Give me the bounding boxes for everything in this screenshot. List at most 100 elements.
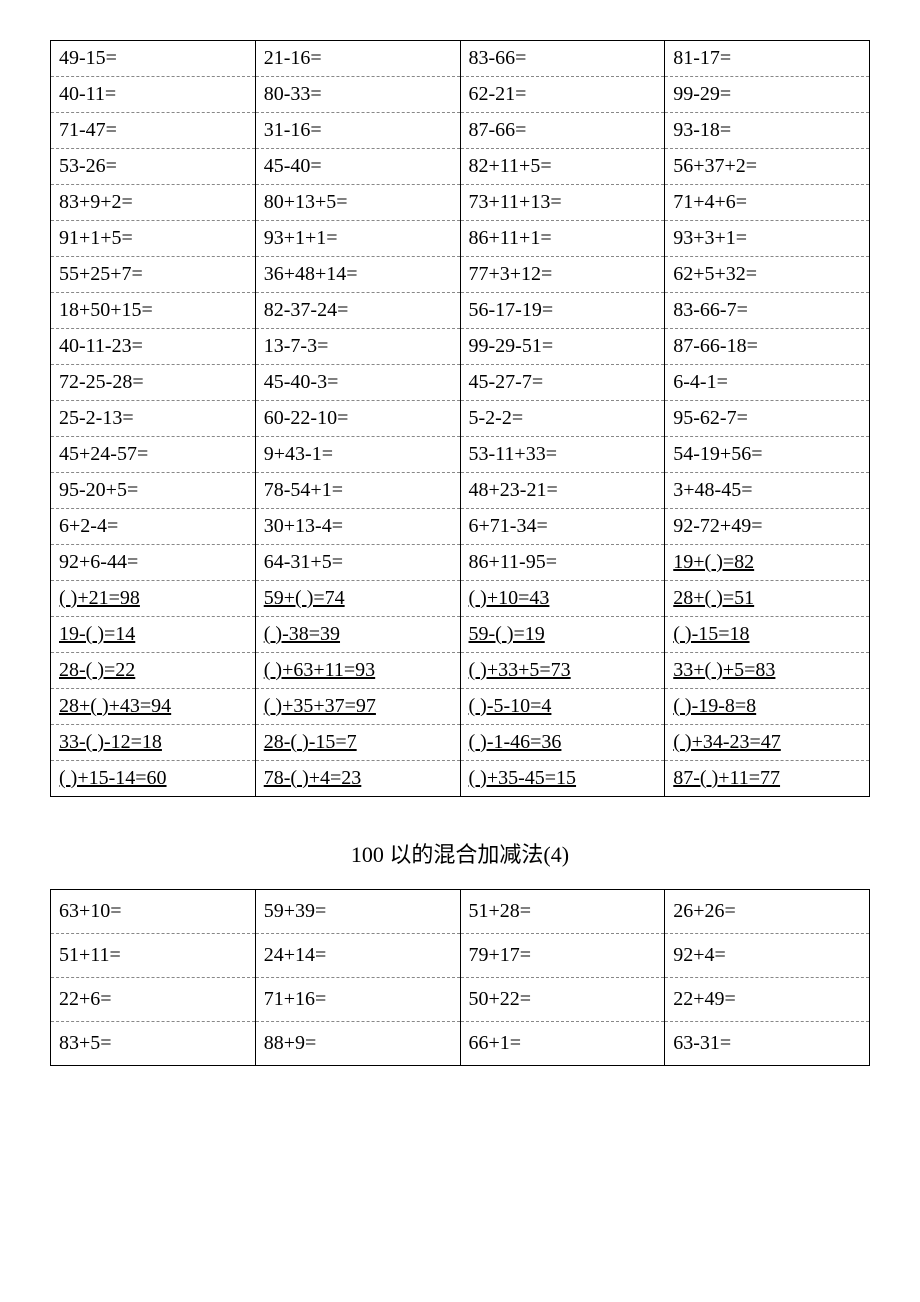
arithmetic-cell: 83+9+2= xyxy=(51,185,256,221)
arithmetic-cell: 77+3+12= xyxy=(460,257,665,293)
table-row: 71-47=31-16=87-66=93-18= xyxy=(51,113,870,149)
arithmetic-cell: 62-21= xyxy=(460,77,665,113)
arithmetic-cell: 86+11-95= xyxy=(460,545,665,581)
arithmetic-cell: 64-31+5= xyxy=(255,545,460,581)
arithmetic-cell: 62+5+32= xyxy=(665,257,870,293)
arithmetic-cell: 40-11= xyxy=(51,77,256,113)
arithmetic-cell: 19+( )=82 xyxy=(665,545,870,581)
table-row: 51+11=24+14=79+17=92+4= xyxy=(51,934,870,978)
arithmetic-cell: 71-47= xyxy=(51,113,256,149)
arithmetic-cell: ( )+35+37=97 xyxy=(255,689,460,725)
arithmetic-cell: 45-40= xyxy=(255,149,460,185)
table-row: 28-( )=22( )+63+11=93( )+33+5=7333+( )+5… xyxy=(51,653,870,689)
arithmetic-cell: 30+13-4= xyxy=(255,509,460,545)
arithmetic-cell: 56+37+2= xyxy=(665,149,870,185)
table-row: 6+2-4=30+13-4=6+71-34=92-72+49= xyxy=(51,509,870,545)
arithmetic-cell: 59-( )=19 xyxy=(460,617,665,653)
arithmetic-cell: 54-19+56= xyxy=(665,437,870,473)
arithmetic-cell: 28+( )+43=94 xyxy=(51,689,256,725)
table-row: 40-11-23=13-7-3=99-29-51=87-66-18= xyxy=(51,329,870,365)
arithmetic-cell: 48+23-21= xyxy=(460,473,665,509)
table-row: 72-25-28=45-40-3=45-27-7=6-4-1= xyxy=(51,365,870,401)
table-row: ( )+15-14=6078-( )+4=23( )+35-45=1587-( … xyxy=(51,761,870,797)
arithmetic-cell: 87-66= xyxy=(460,113,665,149)
table-row: 92+6-44=64-31+5=86+11-95=19+( )=82 xyxy=(51,545,870,581)
table-row: 95-20+5=78-54+1=48+23-21=3+48-45= xyxy=(51,473,870,509)
arithmetic-cell: 45-40-3= xyxy=(255,365,460,401)
arithmetic-cell: 92-72+49= xyxy=(665,509,870,545)
arithmetic-cell: 86+11+1= xyxy=(460,221,665,257)
table-row: 25-2-13=60-22-10=5-2-2=95-62-7= xyxy=(51,401,870,437)
arithmetic-cell: 59+39= xyxy=(255,890,460,934)
arithmetic-cell: 78-54+1= xyxy=(255,473,460,509)
arithmetic-cell: 59+( )=74 xyxy=(255,581,460,617)
arithmetic-cell: 28-( )-15=7 xyxy=(255,725,460,761)
arithmetic-cell: 63+10= xyxy=(51,890,256,934)
arithmetic-cell: 93+3+1= xyxy=(665,221,870,257)
arithmetic-cell: 5-2-2= xyxy=(460,401,665,437)
arithmetic-cell: 60-22-10= xyxy=(255,401,460,437)
arithmetic-table-1: 49-15=21-16=83-66=81-17=40-11=80-33=62-2… xyxy=(50,40,870,797)
arithmetic-cell: 36+48+14= xyxy=(255,257,460,293)
arithmetic-cell: 53-26= xyxy=(51,149,256,185)
table-row: 91+1+5=93+1+1=86+11+1=93+3+1= xyxy=(51,221,870,257)
arithmetic-cell: 21-16= xyxy=(255,41,460,77)
arithmetic-cell: 99-29-51= xyxy=(460,329,665,365)
table-row: 22+6=71+16=50+22=22+49= xyxy=(51,978,870,1022)
arithmetic-table-2: 63+10=59+39=51+28=26+26=51+11=24+14=79+1… xyxy=(50,889,870,1066)
arithmetic-cell: 66+1= xyxy=(460,1022,665,1066)
arithmetic-cell: 92+4= xyxy=(665,934,870,978)
arithmetic-cell: ( )+35-45=15 xyxy=(460,761,665,797)
arithmetic-cell: 82+11+5= xyxy=(460,149,665,185)
table-row: 19-( )=14( )-38=3959-( )=19( )-15=18 xyxy=(51,617,870,653)
arithmetic-cell: ( )+33+5=73 xyxy=(460,653,665,689)
table-row: 28+( )+43=94( )+35+37=97( )-5-10=4( )-19… xyxy=(51,689,870,725)
arithmetic-cell: 51+11= xyxy=(51,934,256,978)
arithmetic-cell: ( )+21=98 xyxy=(51,581,256,617)
arithmetic-cell: ( )+15-14=60 xyxy=(51,761,256,797)
arithmetic-cell: 13-7-3= xyxy=(255,329,460,365)
arithmetic-cell: 6-4-1= xyxy=(665,365,870,401)
arithmetic-cell: 93+1+1= xyxy=(255,221,460,257)
arithmetic-cell: 26+26= xyxy=(665,890,870,934)
arithmetic-cell: 71+4+6= xyxy=(665,185,870,221)
arithmetic-cell: 18+50+15= xyxy=(51,293,256,329)
arithmetic-cell: 45+24-57= xyxy=(51,437,256,473)
arithmetic-cell: 83+5= xyxy=(51,1022,256,1066)
table-row: 49-15=21-16=83-66=81-17= xyxy=(51,41,870,77)
arithmetic-cell: 45-27-7= xyxy=(460,365,665,401)
table-row: ( )+21=9859+( )=74( )+10=4328+( )=51 xyxy=(51,581,870,617)
arithmetic-cell: 24+14= xyxy=(255,934,460,978)
arithmetic-cell: 40-11-23= xyxy=(51,329,256,365)
arithmetic-cell: 33-( )-12=18 xyxy=(51,725,256,761)
arithmetic-cell: 55+25+7= xyxy=(51,257,256,293)
arithmetic-cell: 71+16= xyxy=(255,978,460,1022)
arithmetic-cell: 19-( )=14 xyxy=(51,617,256,653)
section-title: 100 以的混合加减法(4) xyxy=(50,837,870,869)
arithmetic-cell: ( )+10=43 xyxy=(460,581,665,617)
arithmetic-cell: 80+13+5= xyxy=(255,185,460,221)
arithmetic-cell: 22+49= xyxy=(665,978,870,1022)
arithmetic-cell: 95-20+5= xyxy=(51,473,256,509)
table-row: 55+25+7=36+48+14=77+3+12=62+5+32= xyxy=(51,257,870,293)
arithmetic-cell: 56-17-19= xyxy=(460,293,665,329)
arithmetic-cell: 25-2-13= xyxy=(51,401,256,437)
table-row: 40-11=80-33=62-21=99-29= xyxy=(51,77,870,113)
arithmetic-cell: 28-( )=22 xyxy=(51,653,256,689)
table-row: 83+9+2=80+13+5=73+11+13=71+4+6= xyxy=(51,185,870,221)
arithmetic-cell: 28+( )=51 xyxy=(665,581,870,617)
arithmetic-cell: 49-15= xyxy=(51,41,256,77)
arithmetic-cell: 6+71-34= xyxy=(460,509,665,545)
arithmetic-cell: 91+1+5= xyxy=(51,221,256,257)
table-row: 45+24-57=9+43-1=53-11+33=54-19+56= xyxy=(51,437,870,473)
arithmetic-cell: 93-18= xyxy=(665,113,870,149)
arithmetic-cell: ( )-5-10=4 xyxy=(460,689,665,725)
table-row: 53-26=45-40=82+11+5=56+37+2= xyxy=(51,149,870,185)
arithmetic-cell: 82-37-24= xyxy=(255,293,460,329)
arithmetic-cell: 31-16= xyxy=(255,113,460,149)
arithmetic-cell: ( )+34-23=47 xyxy=(665,725,870,761)
arithmetic-cell: 50+22= xyxy=(460,978,665,1022)
table-row: 63+10=59+39=51+28=26+26= xyxy=(51,890,870,934)
arithmetic-cell: ( )-19-8=8 xyxy=(665,689,870,725)
arithmetic-cell: 22+6= xyxy=(51,978,256,1022)
